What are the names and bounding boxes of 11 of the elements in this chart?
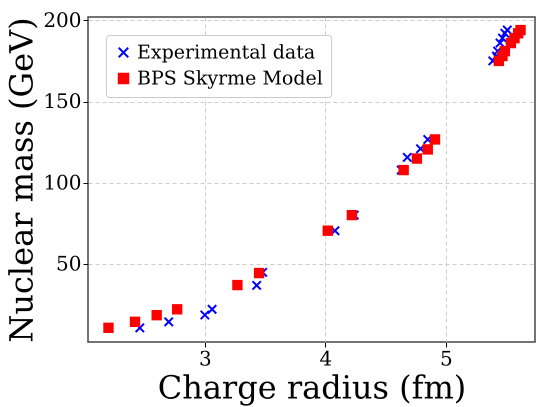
- x-tick-label: 5: [440, 346, 453, 370]
- y-tick-label: 150: [43, 89, 82, 114]
- legend-label: BPS Skyrme Model: [137, 68, 323, 90]
- x-tick-label: 4: [319, 346, 332, 370]
- y-axis-title: Nuclear mass (GeV): [2, 17, 40, 343]
- y-tick-label: 100: [43, 170, 82, 194]
- y-tick-label: 50: [56, 252, 82, 276]
- x-axis-title: Charge radius (fm): [158, 368, 466, 406]
- x-tick-label: 3: [199, 346, 212, 370]
- y-tick-label: 200: [43, 8, 82, 32]
- legend-label: Experimental data: [137, 42, 316, 64]
